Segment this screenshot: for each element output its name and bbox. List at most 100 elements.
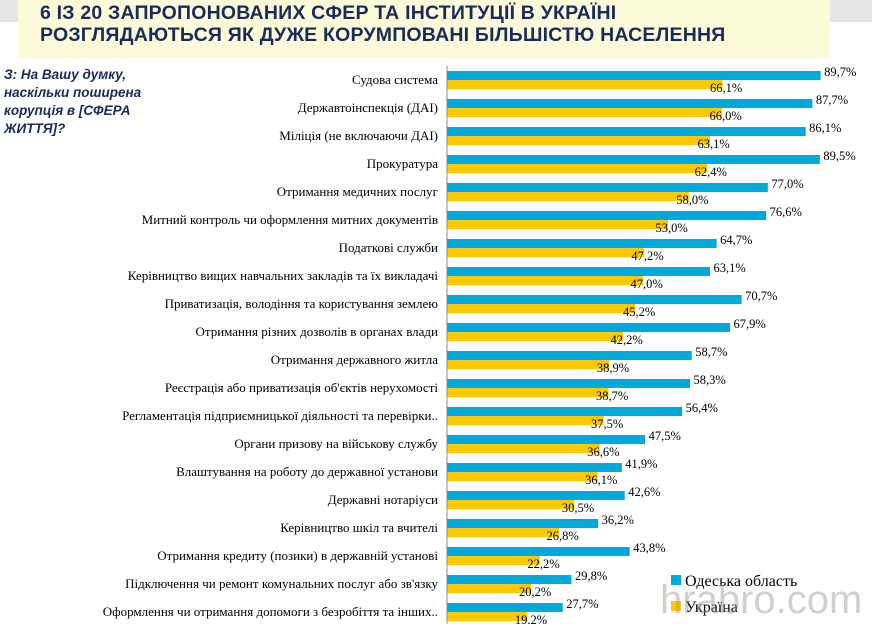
question-text: З: На Вашу думку, наскільки поширена кор… [4,67,142,136]
category-label: Керівництво вищих навчальних закладів та… [128,268,439,283]
data-label: 38,7% [596,389,628,403]
data-label: 53,0% [655,221,687,235]
data-label: 70,7% [745,289,777,303]
category-label: Керівництво шкіл та вчителі [280,520,438,535]
data-label: 22,2% [527,557,559,571]
data-label: 29,8% [575,569,607,583]
bar-odesa [447,435,646,444]
category-label: Регламентація підприємницької діяльності… [122,408,438,423]
data-label: 56,4% [686,401,718,415]
bar-odesa [447,491,625,500]
data-label: 62,4% [695,165,727,179]
category-label: Підключення чи ремонт комунальних послуг… [125,576,438,591]
data-label: 58,3% [694,373,726,387]
bar-odesa [447,99,813,108]
data-label: 67,9% [733,317,765,331]
data-label: 47,2% [631,249,663,263]
legend-swatch [671,575,681,585]
bar-odesa [447,155,820,164]
bar-ukraine [447,612,528,621]
title-line-2: РОЗГЛЯДАЮТЬСЯ ЯК ДУЖЕ КОРУМПОВАНІ БІЛЬШІ… [40,24,726,46]
data-label: 38,9% [597,361,629,375]
category-label: Приватизація, володіння та користування … [165,296,439,311]
bar-odesa [447,351,692,360]
bar-ukraine [447,248,644,257]
bar-ukraine [447,304,636,313]
bar-ukraine [447,556,540,565]
category-label: Отримання кредиту (позики) в державній у… [157,548,438,563]
data-label: 89,7% [824,65,856,79]
data-label: 76,6% [770,205,802,219]
bar-odesa [447,295,742,304]
data-label: 30,5% [562,501,594,515]
data-label: 27,7% [566,597,598,611]
data-label: 77,0% [771,177,803,191]
title-box: 6 ІЗ 20 ЗАПРОПОНОВАНИХ СФЕР ТА ІНСТИТУЦІ… [18,0,830,58]
data-label: 47,5% [649,429,681,443]
bar-ukraine [447,528,559,537]
data-label: 36,6% [587,445,619,459]
data-label: 20,2% [519,585,551,599]
bar-odesa [447,127,806,136]
bar-ukraine [447,136,710,145]
legend-label: Україна [685,599,738,616]
data-label: 66,0% [710,109,742,123]
data-label: 42,2% [611,333,643,347]
bar-odesa [447,547,630,556]
category-label: Міліція (не включаючи ДАІ) [279,128,438,143]
bar-ukraine [447,164,708,173]
bar-ukraine [447,332,624,341]
category-label: Державтоінспекція (ДАІ) [298,100,438,115]
category-label: Органи призову на військову службу [234,436,438,451]
bar-odesa [447,519,599,528]
bar-ukraine [447,220,668,229]
bar-odesa [447,575,572,584]
data-label: 64,7% [720,233,752,247]
data-label: 37,5% [591,417,623,431]
category-label: Влаштування на роботу до державної устан… [176,464,438,479]
data-label: 89,5% [823,149,855,163]
data-label: 41,9% [625,457,657,471]
data-label: 45,2% [623,305,655,319]
data-label: 87,7% [816,93,848,107]
title-line-1: 6 ІЗ 20 ЗАПРОПОНОВАНИХ СФЕР ТА ІНСТИТУЦІ… [40,2,617,24]
category-label: Реєстрація або приватизація об'єктів нер… [165,380,439,395]
bar-odesa [447,211,767,220]
legend-label: Одеська область [685,573,797,590]
data-label: 47,0% [631,277,663,291]
legend-swatch [671,601,681,611]
data-label: 42,6% [628,485,660,499]
bar-ukraine [447,108,723,117]
bar-odesa [447,239,717,248]
bar-ukraine [447,584,532,593]
bar-odesa [447,323,730,332]
bar-ukraine [447,416,604,425]
data-label: 26,8% [546,529,578,543]
category-label: Оформлення чи отримання допомоги з безро… [103,604,438,619]
category-label: Державні нотаріуси [328,492,438,507]
category-label: Отримання медичних послуг [277,184,438,199]
bar-odesa [447,267,710,276]
bar-ukraine [447,360,610,369]
category-label: Отримання різних дозволів в органах влад… [195,324,438,339]
bar-ukraine [447,80,723,89]
data-label: 63,1% [713,261,745,275]
data-label: 36,2% [602,513,634,527]
bar-ukraine [447,388,609,397]
data-label: 66,1% [710,81,742,95]
category-label: Податкові служби [339,240,438,255]
data-label: 58,0% [676,193,708,207]
bar-odesa [447,71,821,80]
bar-ukraine [447,472,598,481]
bar-ukraine [447,276,644,285]
bar-odesa [447,463,622,472]
category-label: Отримання державного житла [271,352,439,367]
category-label: Прокуратура [367,156,438,171]
data-label: 63,1% [697,137,729,151]
data-label: 36,1% [585,473,617,487]
data-label: 58,7% [695,345,727,359]
bar-odesa [447,603,563,612]
bar-ukraine [447,444,600,453]
bar-odesa [447,379,691,388]
